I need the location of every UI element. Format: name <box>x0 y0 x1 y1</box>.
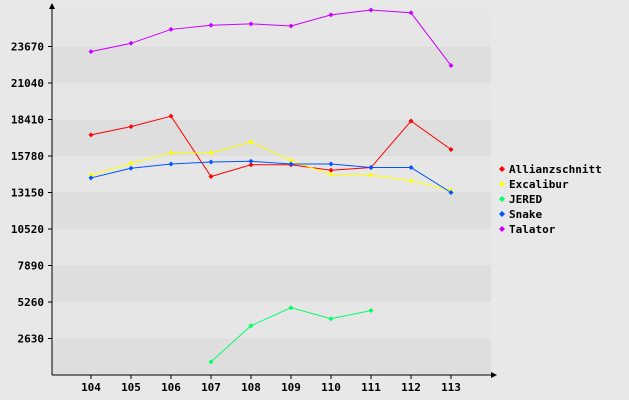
data-point-talator <box>128 40 134 46</box>
data-point-talator <box>408 10 414 16</box>
data-point-excalibur <box>248 139 254 145</box>
x-tick-label: 111 <box>361 381 381 394</box>
data-point-excalibur <box>328 171 334 177</box>
data-point-snake <box>288 161 294 167</box>
y-tick-label: 5260 <box>18 296 45 309</box>
y-axis-arrow-icon <box>49 3 55 9</box>
legend-label: Allianzschnitt <box>509 163 602 176</box>
data-point-snake <box>168 161 174 167</box>
data-point-snake <box>328 161 334 167</box>
y-tick-label: 23670 <box>11 41 44 54</box>
grid-band <box>52 83 491 120</box>
data-point-excalibur <box>288 158 294 164</box>
series-line-allianzschnitt <box>90 115 452 178</box>
data-point-jered <box>208 359 214 365</box>
data-point-snake <box>448 190 454 195</box>
data-point-excalibur <box>408 178 414 184</box>
plot-background <box>52 10 491 375</box>
legend-marker <box>499 226 505 232</box>
x-tick-label: 105 <box>121 381 141 394</box>
data-point-snake <box>88 175 94 181</box>
legend-marker <box>499 181 505 187</box>
grid-band <box>52 119 491 156</box>
data-point-excalibur <box>88 172 94 178</box>
legend-label: Snake <box>509 208 542 221</box>
series-points <box>88 7 454 365</box>
grid-band <box>52 229 491 266</box>
data-point-excalibur <box>208 150 214 156</box>
data-point-talator <box>328 12 334 18</box>
data-point-allianzschnitt <box>248 162 254 168</box>
data-point-allianzschnitt <box>448 146 454 152</box>
series-line-talator <box>90 9 452 66</box>
y-tick-label: 2630 <box>18 333 45 346</box>
x-tick-label: 106 <box>161 381 181 394</box>
legend-label: Talator <box>509 223 556 236</box>
legend-label: Excalibur <box>509 178 569 191</box>
data-point-allianzschnitt <box>328 167 334 173</box>
data-point-talator <box>288 23 294 29</box>
series-line-excalibur <box>90 141 452 191</box>
data-point-excalibur <box>368 172 374 178</box>
data-point-jered <box>248 323 254 329</box>
data-point-snake <box>368 165 374 171</box>
data-point-snake <box>248 158 254 164</box>
data-point-jered <box>368 307 374 313</box>
data-point-snake <box>128 165 134 171</box>
x-axis-ticks: 104 105 106 107 108 109 110 111 112 113 <box>81 375 461 394</box>
y-tick-label: 7890 <box>18 260 45 273</box>
legend-label: JERED <box>509 193 542 206</box>
x-tick-label: 108 <box>241 381 261 394</box>
x-tick-label: 112 <box>401 381 421 394</box>
legend-marker <box>499 196 505 202</box>
grid-band <box>52 10 491 47</box>
legend-marker <box>499 166 505 172</box>
y-axis-ticks: 2630 5260 7890 10520 13150 15780 18410 21040 236… <box>11 41 52 346</box>
grid-band <box>52 156 491 193</box>
x-tick-label: 107 <box>201 381 221 394</box>
y-tick-label: 10520 <box>11 223 44 236</box>
y-tick-label: 13150 <box>11 187 44 200</box>
y-tick-label: 18410 <box>11 114 44 127</box>
legend-marker <box>499 211 505 217</box>
grid-band <box>52 265 491 302</box>
legend: Allianzschnitt Excalibur JERED Snake Talator <box>499 163 602 236</box>
x-axis-arrow-icon <box>491 372 497 378</box>
x-tick-label: 104 <box>81 381 101 394</box>
data-point-allianzschnitt <box>128 124 134 130</box>
data-point-jered <box>288 305 294 311</box>
data-point-excalibur <box>168 150 174 156</box>
grid-band <box>52 192 491 229</box>
series-lines <box>90 9 452 363</box>
data-point-snake <box>408 165 414 171</box>
series-line-snake <box>90 160 452 193</box>
x-tick-label: 113 <box>441 381 461 394</box>
y-tick-label: 21040 <box>11 77 44 90</box>
data-point-snake <box>208 159 214 165</box>
data-point-talator <box>208 22 214 28</box>
data-point-talator <box>448 63 454 69</box>
data-point-allianzschnitt <box>88 132 94 138</box>
grid-band <box>52 302 491 339</box>
data-point-allianzschnitt <box>408 118 414 124</box>
data-point-talator <box>88 49 94 55</box>
y-tick-label: 15780 <box>11 150 44 163</box>
grid-band <box>52 338 491 375</box>
x-tick-label: 110 <box>321 381 341 394</box>
data-point-allianzschnitt <box>168 113 174 119</box>
data-point-excalibur <box>128 160 134 166</box>
data-point-allianzschnitt <box>208 174 214 180</box>
data-point-talator <box>248 21 254 27</box>
grid-band <box>52 46 491 83</box>
data-point-jered <box>328 316 334 322</box>
x-tick-label: 109 <box>281 381 301 394</box>
axes <box>49 3 497 378</box>
data-point-talator <box>168 26 174 32</box>
data-point-talator <box>368 7 374 13</box>
